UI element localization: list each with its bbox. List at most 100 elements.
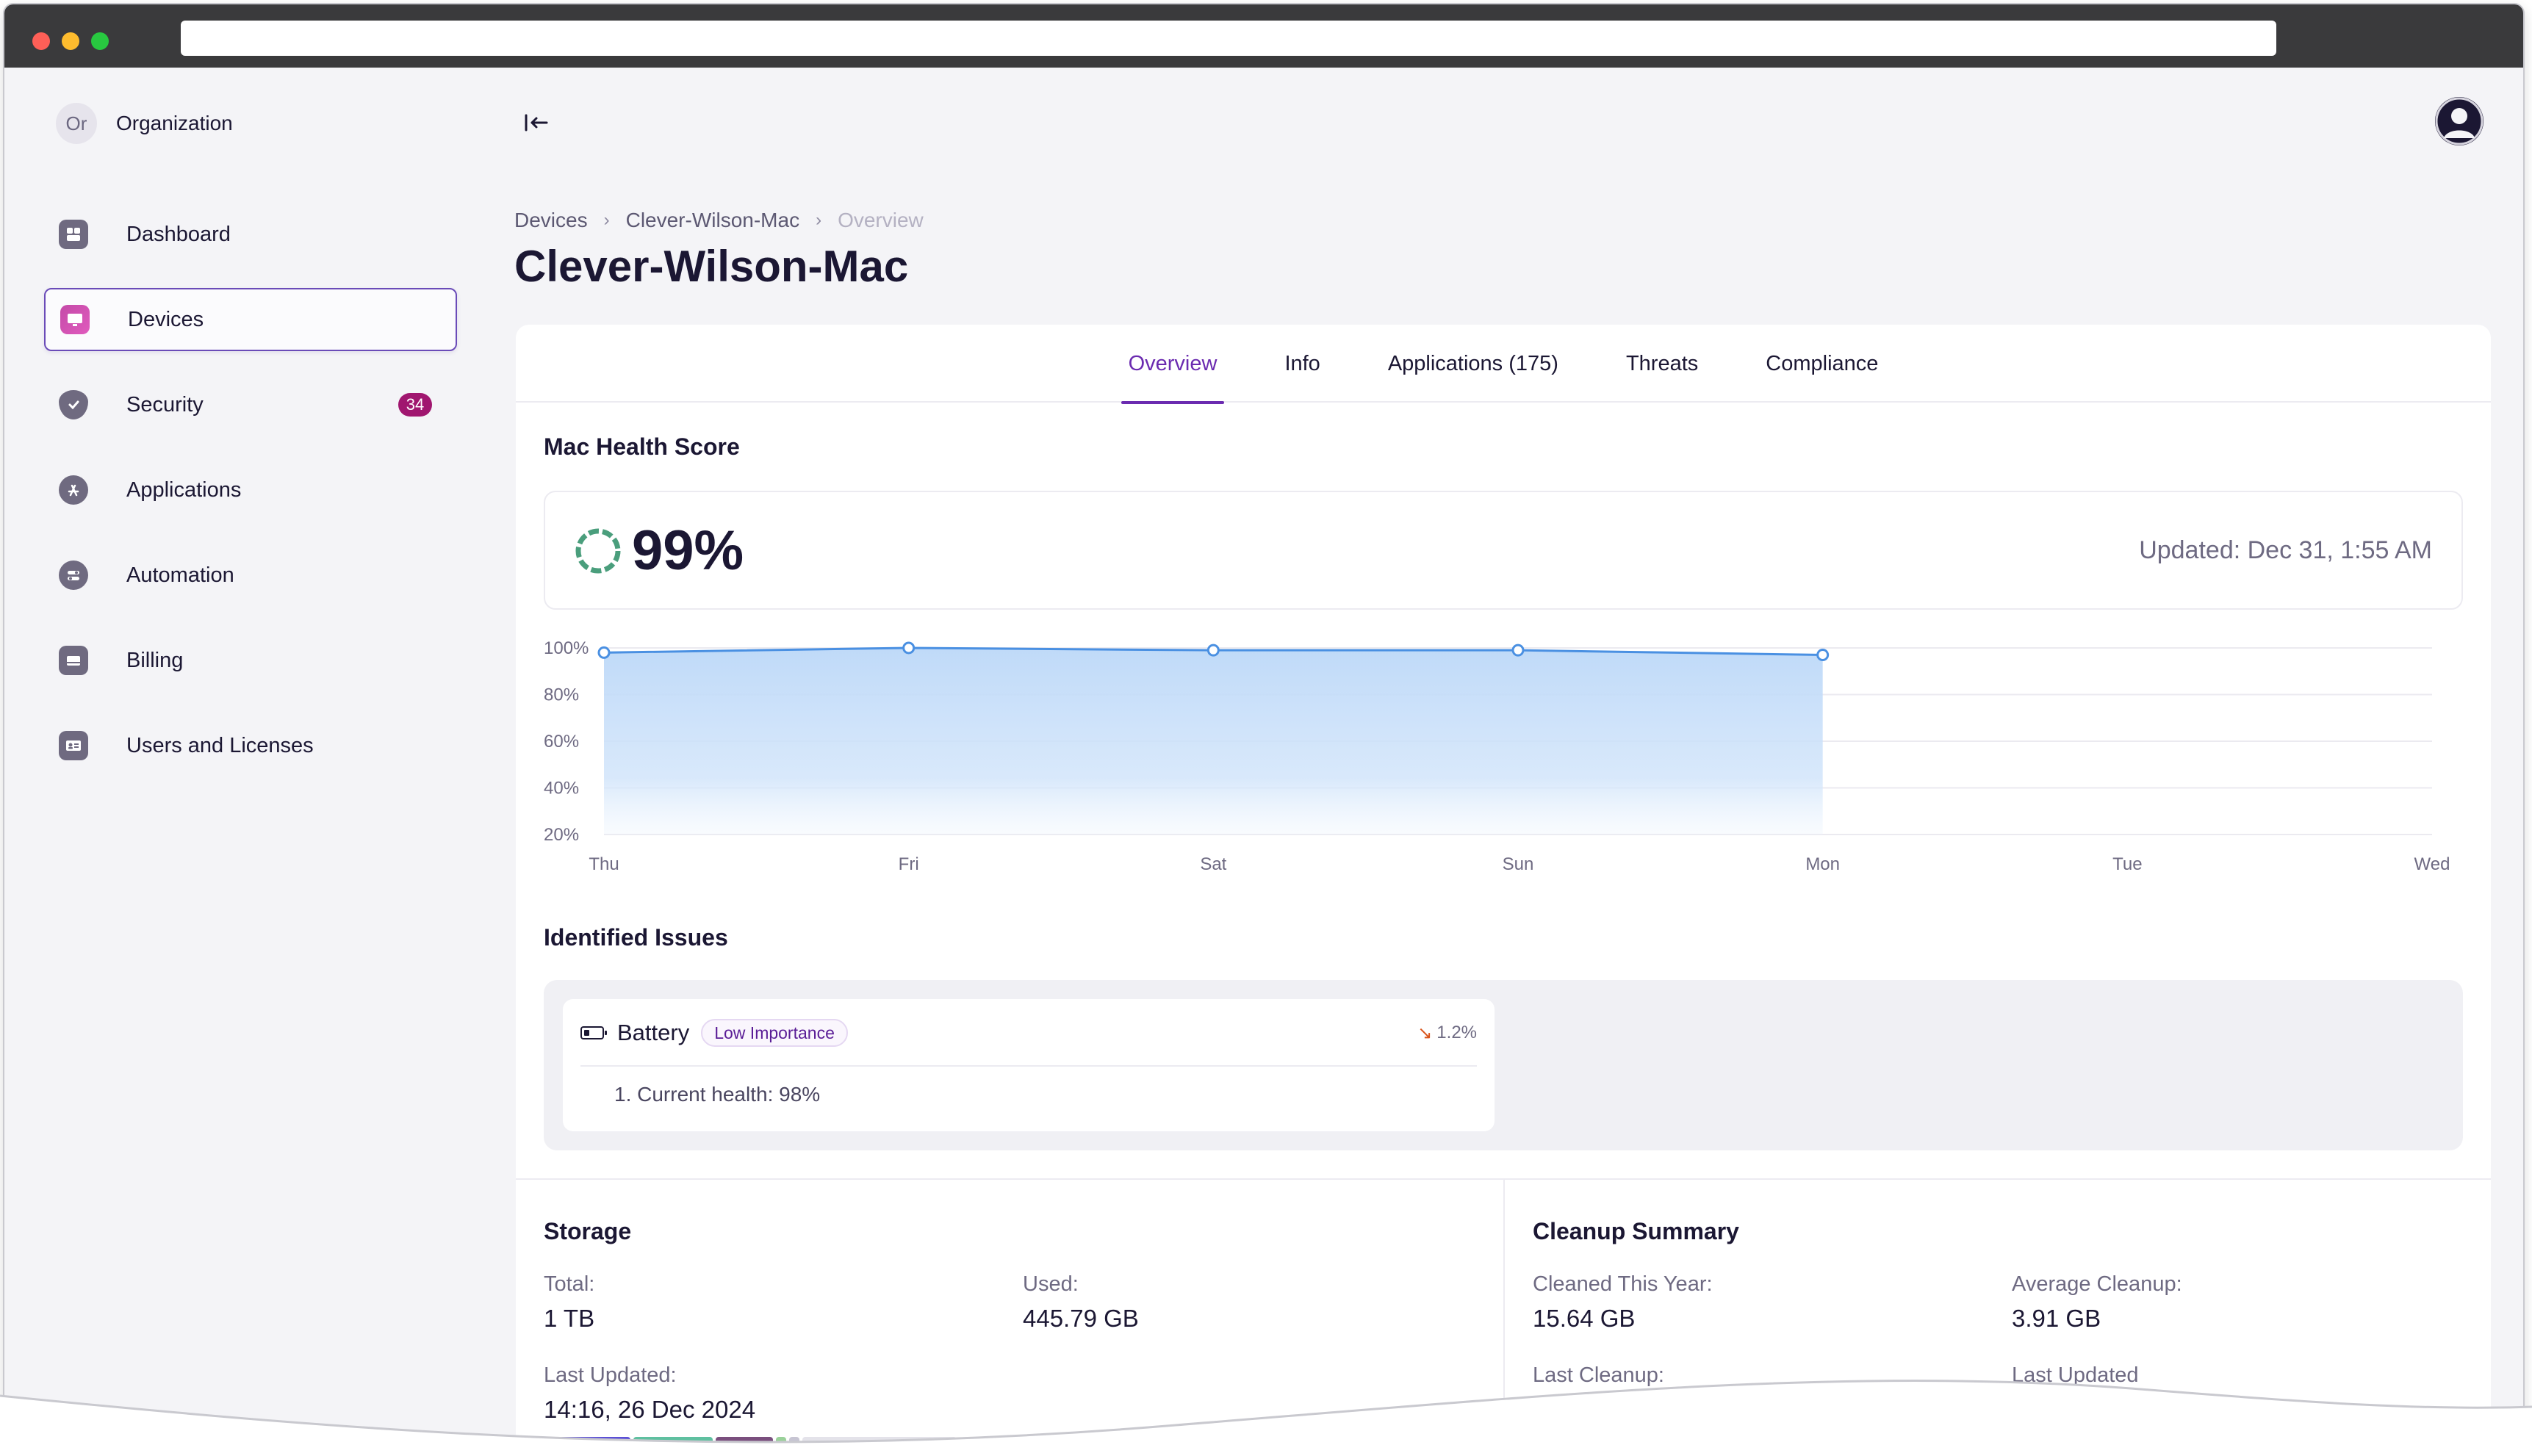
data-point[interactable] <box>902 641 916 655</box>
storage-last-updated-label: Last Updated: <box>544 1363 677 1387</box>
card-icon <box>59 646 88 675</box>
sidebar-item-automation[interactable]: Automation <box>44 544 457 607</box>
torn-edge-decoration <box>0 1380 2532 1456</box>
id-card-icon <box>59 731 88 760</box>
sidebar-item-label: Users and Licenses <box>126 733 314 757</box>
y-tick-label: 40% <box>544 779 579 799</box>
sidebar-item-label: Billing <box>126 648 184 672</box>
data-point[interactable] <box>1511 644 1525 657</box>
divider <box>580 1065 1477 1067</box>
divider <box>516 1178 2491 1180</box>
y-tick-label: 100% <box>544 638 589 658</box>
x-tick-label: Sun <box>1503 854 1534 874</box>
storage-total-label: Total: <box>544 1272 595 1296</box>
cleanup-title: Cleanup Summary <box>1533 1218 1739 1244</box>
data-point[interactable] <box>1206 644 1220 657</box>
x-tick-label: Sat <box>1200 854 1226 874</box>
tab-applications[interactable]: Applications (175) <box>1387 351 1558 375</box>
health-score-value: 99% <box>632 519 744 582</box>
breadcrumb-devices-link[interactable]: Devices <box>514 209 588 231</box>
sidebar-item-label: Devices <box>128 307 204 331</box>
trend-down-icon: ↘ <box>1417 1023 1433 1043</box>
data-point[interactable] <box>597 646 611 659</box>
sidebar-item-dashboard[interactable]: Dashboard <box>44 203 457 266</box>
x-tick-label: Mon <box>1805 854 1840 874</box>
address-bar[interactable] <box>181 21 2276 56</box>
collapse-sidebar-icon[interactable] <box>523 112 550 134</box>
x-tick-label: Wed <box>2414 854 2450 874</box>
security-count-badge: 34 <box>398 393 432 417</box>
app-store-icon <box>59 475 88 505</box>
issue-card-battery[interactable]: Battery Low Importance ↘ 1.2% 1. Current… <box>563 999 1495 1131</box>
tab-compliance[interactable]: Compliance <box>1766 351 1879 375</box>
sidebar-item-devices[interactable]: Devices <box>44 288 457 351</box>
storage-used-label: Used: <box>1023 1272 1079 1296</box>
toggles-icon <box>59 561 88 590</box>
series-area <box>604 648 1823 835</box>
health-score-box: 99% Updated: Dec 31, 1:55 AM <box>544 491 2463 610</box>
organization-switcher[interactable]: Or Organization <box>56 103 233 144</box>
tab-threats[interactable]: Threats <box>1625 351 1699 375</box>
last-cleanup-label: Last Cleanup: <box>1533 1363 1664 1387</box>
shield-check-icon <box>59 390 88 419</box>
minimize-window-button[interactable] <box>62 32 79 50</box>
close-window-button[interactable] <box>32 32 50 50</box>
y-tick-label: 20% <box>544 825 579 845</box>
device-tabs: Overview Info Applications (175) Threats… <box>516 325 2491 404</box>
sidebar-item-applications[interactable]: Applications <box>44 458 457 522</box>
breadcrumb-current: Overview <box>838 209 924 231</box>
sidebar-item-label: Applications <box>126 477 242 502</box>
health-score-title: Mac Health Score <box>544 433 740 460</box>
divider <box>1503 1180 1505 1447</box>
breadcrumb-device-link[interactable]: Clever-Wilson-Mac <box>625 209 800 231</box>
storage-total-value: 1 TB <box>544 1305 595 1332</box>
monitor-icon <box>60 305 90 334</box>
identified-issues-title: Identified Issues <box>544 924 728 951</box>
x-tick-label: Fri <box>899 854 919 874</box>
issue-detail: 1. Current health: 98% <box>614 1083 821 1106</box>
maximize-window-button[interactable] <box>91 32 109 50</box>
y-tick-label: 60% <box>544 732 579 752</box>
chevron-right-icon: › <box>816 210 822 230</box>
cleaned-this-year-value: 15.64 GB <box>1533 1305 1636 1332</box>
cleaned-this-year-label: Cleaned This Year: <box>1533 1272 1713 1296</box>
issues-container: Battery Low Importance ↘ 1.2% 1. Current… <box>544 980 2463 1150</box>
average-cleanup-value: 3.91 GB <box>2012 1305 2101 1332</box>
device-overview-card: Overview Info Applications (175) Threats… <box>516 325 2491 1447</box>
tab-info[interactable]: Info <box>1284 351 1320 375</box>
user-avatar[interactable] <box>2435 97 2484 145</box>
sidebar-item-label: Security <box>126 392 204 417</box>
storage-last-updated-value: 14:16, 26 Dec 2024 <box>544 1396 756 1423</box>
tab-overview[interactable]: Overview <box>1121 325 1225 404</box>
health-score-chart: Thu Fri Sat Sun Mon Tue Wed 100% 80% 60% 40% 20% <box>544 638 2450 874</box>
health-ring-icon <box>575 528 621 574</box>
battery-icon <box>580 1026 607 1039</box>
health-updated-timestamp: Updated: Dec 31, 1:55 AM <box>2139 536 2432 564</box>
sidebar-item-users-and-licenses[interactable]: Users and Licenses <box>44 714 457 777</box>
issue-trend: ↘ 1.2% <box>1417 1023 1477 1044</box>
data-point[interactable] <box>1816 649 1830 662</box>
x-tick-label: Thu <box>589 854 619 874</box>
sidebar-item-billing[interactable]: Billing <box>44 629 457 692</box>
storage-title: Storage <box>544 1218 632 1244</box>
organization-avatar: Or <box>56 103 97 144</box>
sidebar-nav: Dashboard Devices Security 34 Applicatio… <box>44 203 457 799</box>
storage-used-value: 445.79 GB <box>1023 1305 1139 1332</box>
sidebar-item-label: Dashboard <box>126 222 231 246</box>
browser-titlebar <box>4 4 2523 68</box>
dashboard-icon <box>59 220 88 249</box>
organization-name: Organization <box>116 112 233 134</box>
sidebar-item-security[interactable]: Security 34 <box>44 373 457 436</box>
y-tick-label: 80% <box>544 685 579 705</box>
browser-window: Or Organization Dashboard Devices Securi… <box>4 4 2523 1447</box>
page-title: Clever-Wilson-Mac <box>514 242 909 291</box>
issue-name: Battery <box>617 1020 690 1045</box>
x-tick-label: Tue <box>2112 854 2142 874</box>
breadcrumb: Devices › Clever-Wilson-Mac › Overview <box>514 209 924 232</box>
issue-header: Battery Low Importance ↘ 1.2% <box>580 1015 1477 1050</box>
average-cleanup-label: Average Cleanup: <box>2012 1272 2182 1296</box>
importance-badge: Low Importance <box>701 1019 848 1047</box>
chevron-right-icon: › <box>603 210 610 230</box>
sidebar-item-label: Automation <box>126 563 234 587</box>
issue-trend-value: 1.2% <box>1436 1023 1477 1042</box>
